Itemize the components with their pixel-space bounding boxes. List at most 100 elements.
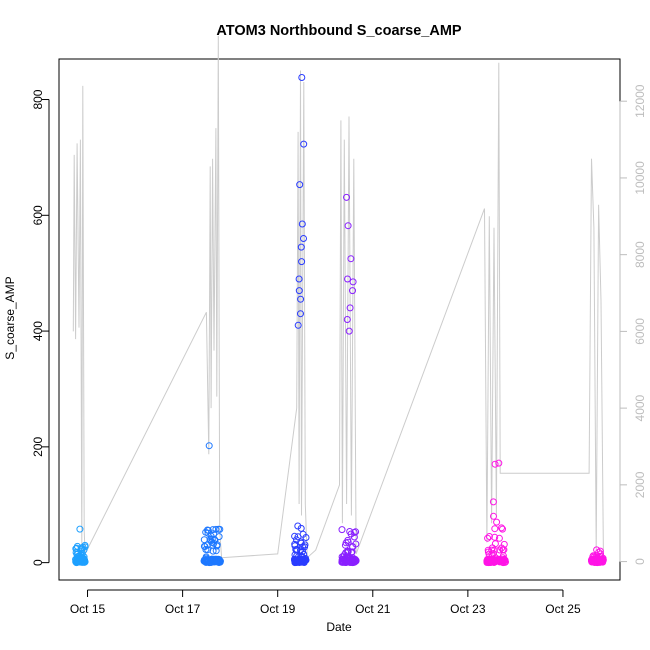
data-point xyxy=(344,536,352,544)
data-point xyxy=(210,555,218,563)
y-tick-label: 800 xyxy=(31,89,45,109)
data-point xyxy=(346,528,354,535)
data-point xyxy=(297,552,305,560)
data-point xyxy=(205,556,213,564)
data-point xyxy=(593,546,601,554)
data-point xyxy=(595,548,603,556)
data-point xyxy=(346,304,354,312)
right-tick-label: 2000 xyxy=(633,471,647,498)
data-point xyxy=(491,525,499,533)
data-point xyxy=(599,556,607,564)
data-point xyxy=(214,558,222,565)
data-point xyxy=(501,556,509,564)
data-point xyxy=(498,524,505,532)
data-point xyxy=(347,556,355,564)
plot-frame xyxy=(58,58,621,581)
data-point xyxy=(349,278,357,286)
data-point xyxy=(291,542,299,550)
data-point xyxy=(340,553,347,561)
data-point xyxy=(295,287,303,295)
data-point xyxy=(484,546,492,554)
data-point xyxy=(205,442,213,450)
point-cluster-0 xyxy=(72,525,89,567)
right-tick-label: 4000 xyxy=(633,394,647,421)
x-axis-label: Date xyxy=(326,620,352,634)
data-point xyxy=(350,556,358,564)
data-point xyxy=(298,74,306,81)
data-point xyxy=(491,554,499,562)
data-point xyxy=(345,327,353,335)
data-point xyxy=(485,550,493,558)
data-point xyxy=(294,522,302,530)
data-point xyxy=(295,275,303,283)
data-point xyxy=(338,526,346,534)
data-point xyxy=(496,546,504,554)
data-point xyxy=(216,557,224,565)
right-tick-label: 0 xyxy=(633,558,647,565)
data-point xyxy=(298,258,306,266)
y-tick-label: 400 xyxy=(31,321,45,341)
data-point xyxy=(484,534,492,542)
y-tick-label: 200 xyxy=(31,437,45,457)
data-point xyxy=(349,287,356,295)
series-layer xyxy=(72,35,607,567)
data-point xyxy=(297,310,304,318)
data-point xyxy=(298,548,306,556)
data-point xyxy=(350,529,358,536)
point-cluster-3 xyxy=(338,193,360,567)
data-point xyxy=(77,544,85,552)
point-cluster-2 xyxy=(291,74,310,567)
data-point xyxy=(489,498,497,506)
point-cluster-5 xyxy=(588,546,607,567)
x-tick-label: Oct 25 xyxy=(545,602,581,616)
point-cluster-4 xyxy=(483,459,509,567)
data-point xyxy=(302,534,310,541)
data-point xyxy=(495,534,503,542)
x-tick-label: Oct 19 xyxy=(260,602,296,616)
data-point xyxy=(212,525,220,533)
data-point xyxy=(344,548,352,556)
data-point xyxy=(297,295,305,303)
data-point xyxy=(589,556,597,564)
data-point xyxy=(499,525,506,533)
data-point xyxy=(215,533,223,541)
axes-layer: Oct 15 Oct 17 Oct 19 Oct 21 Oct 23 Oct 25 0 200… xyxy=(31,84,647,616)
data-point xyxy=(296,181,304,189)
data-point xyxy=(596,547,604,555)
data-point xyxy=(499,546,507,554)
right-tick-label: 8000 xyxy=(633,241,647,268)
right-tick-label: 12000 xyxy=(633,84,647,118)
right-tick-label: 6000 xyxy=(633,318,647,345)
chart-title: ATOM3 Northbound S_coarse_AMP xyxy=(216,23,462,39)
data-point xyxy=(300,235,307,242)
data-point xyxy=(201,556,209,564)
data-point xyxy=(491,460,499,468)
x-tick-label: Oct 15 xyxy=(70,602,106,616)
data-point xyxy=(299,543,307,551)
data-point xyxy=(210,530,218,538)
data-point xyxy=(215,556,223,564)
x-tick-label: Oct 23 xyxy=(450,602,486,616)
data-point xyxy=(495,459,503,467)
right-tick-label: 10000 xyxy=(633,161,647,195)
x-tick-label: Oct 17 xyxy=(165,602,201,616)
data-point xyxy=(298,220,306,228)
data-point xyxy=(76,554,84,562)
data-point xyxy=(343,193,350,201)
x-tick-label: Oct 21 xyxy=(355,602,391,616)
data-point xyxy=(347,255,355,263)
data-point xyxy=(291,532,299,540)
data-point xyxy=(498,544,506,552)
data-point xyxy=(209,541,217,549)
data-point xyxy=(293,545,301,553)
data-point xyxy=(344,275,351,283)
data-point xyxy=(597,550,605,558)
data-point xyxy=(491,540,499,548)
data-point xyxy=(485,533,493,540)
data-point xyxy=(343,316,351,323)
y-axis-label: S_coarse_AMP xyxy=(3,276,17,359)
data-point xyxy=(490,512,497,520)
y-tick-label: 600 xyxy=(31,205,45,225)
data-point xyxy=(209,526,217,534)
